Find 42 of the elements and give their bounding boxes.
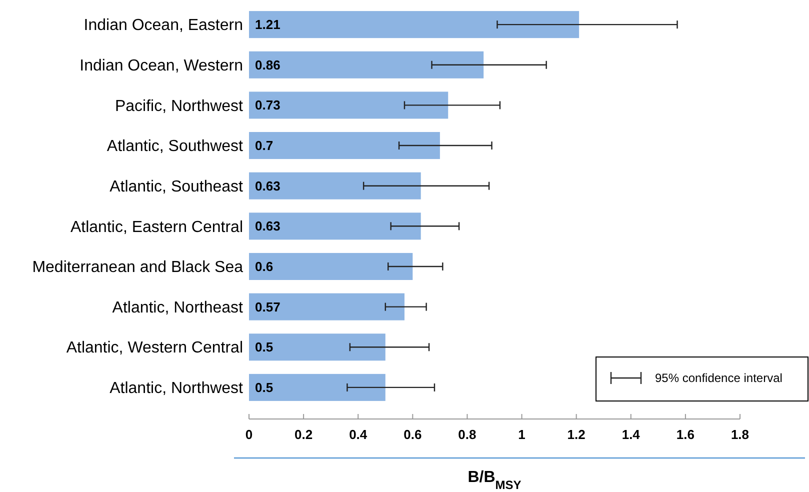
y-tick-label: Atlantic, Northwest [110, 380, 244, 398]
data-label: 0.63 [255, 178, 280, 194]
data-label: 0.6 [255, 259, 274, 274]
x-tick-label: 0 [245, 427, 253, 442]
x-tick-label: 1.8 [730, 427, 750, 442]
annotation: 95% confidence interval [655, 371, 782, 386]
bar [249, 334, 386, 361]
data-label: 0.5 [255, 380, 274, 395]
bar [249, 11, 580, 38]
x-tick-label: 1.6 [676, 427, 694, 442]
data-label: 0.86 [255, 57, 280, 72]
data-label: 0.63 [255, 218, 280, 234]
bar [249, 92, 448, 119]
bar [249, 293, 404, 320]
x-tick-label: 1.4 [622, 427, 641, 442]
x-tick-label: 0.2 [294, 427, 313, 442]
x-tick-label: 1.2 [567, 427, 586, 442]
y-tick-label: Pacific, Northwest [114, 98, 244, 115]
y-tick-label: Mediterranean and Black Sea [32, 259, 244, 276]
y-tick-label: Atlantic, Southeast [110, 178, 244, 196]
data-label: 0.73 [255, 98, 280, 113]
y-tick-label: Atlantic, Northeast [112, 299, 244, 316]
bar [249, 212, 421, 240]
data-label: 0.7 [255, 138, 274, 154]
y-tick-label: Atlantic, Southwest [106, 138, 244, 156]
data-label: 0.57 [255, 299, 280, 314]
bar [249, 172, 421, 200]
data-label: 0.5 [255, 340, 274, 355]
bar [249, 374, 386, 401]
bar [249, 132, 440, 160]
y-tick-label: Indian Ocean, Eastern [84, 17, 243, 34]
x-tick-label: 0.8 [458, 427, 476, 442]
x-tick-label: 1 [518, 427, 526, 442]
x-tick-label: 0.6 [404, 427, 422, 442]
y-tick-label: Indian Ocean, Western [80, 57, 243, 74]
y-tick-label: Atlantic, Western Central [66, 340, 243, 357]
data-label: 1.21 [255, 17, 280, 32]
bar [249, 51, 484, 78]
y-tick-label: Atlantic, Eastern Central [70, 218, 243, 236]
x-tick-label: 0.4 [349, 427, 368, 442]
bar [249, 252, 413, 280]
x-axis-title: B/B$_{MSY}$ [468, 469, 522, 492]
